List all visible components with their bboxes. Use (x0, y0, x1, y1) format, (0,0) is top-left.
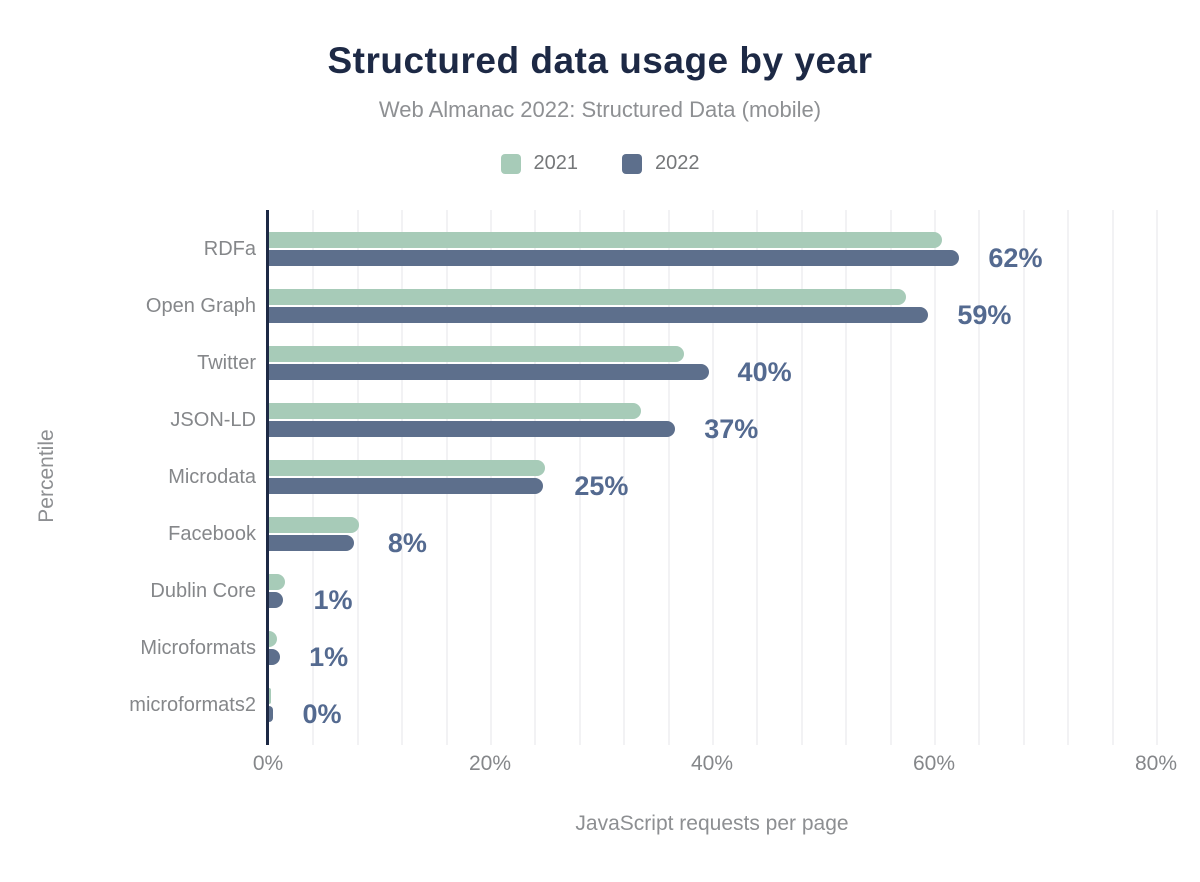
bar-2021-json-ld (269, 403, 641, 419)
bar-2021-microformats (269, 631, 277, 647)
legend-item-2021: 2021 (500, 152, 579, 175)
bar-2022-dublin-core (269, 592, 284, 608)
gridline (845, 210, 848, 745)
x-tick-20: 20% (468, 752, 512, 775)
x-tick-60: 60% (912, 752, 956, 775)
gridline (401, 210, 404, 745)
bar-2022-open-graph (269, 307, 929, 323)
category-label-twitter: Twitter (197, 352, 256, 374)
gridline (1022, 210, 1025, 745)
legend: 2021 2022 (0, 152, 1200, 175)
value-label-microdata: 25% (574, 471, 629, 501)
bar-2021-facebook (269, 517, 359, 533)
legend-item-2022: 2022 (622, 152, 700, 175)
bar-2022-json-ld (269, 421, 676, 437)
bar-2022-microformats2 (269, 706, 274, 722)
x-axis-title: JavaScript requests per page (575, 812, 849, 835)
value-label-json-ld: 37% (704, 414, 759, 444)
y-axis-line (266, 210, 269, 745)
category-label-dublin-core: Dublin Core (150, 580, 256, 602)
bar-2021-dublin-core (269, 574, 285, 590)
legend-swatch-2021 (500, 153, 521, 174)
x-tick-40: 40% (690, 752, 734, 775)
value-label-microformats2: 0% (302, 699, 342, 729)
value-label-twitter: 40% (737, 357, 792, 387)
category-label-microformats2: microformats2 (129, 694, 256, 716)
bar-2021-open-graph (269, 289, 907, 305)
gridline (578, 210, 581, 745)
gridline (445, 210, 448, 745)
bar-2022-microformats (269, 649, 281, 665)
plot-area: 62% 59% 40% 37% 25% 8% 1% 1% 0% (266, 210, 1200, 745)
gridline (534, 210, 537, 745)
value-label-microformats: 1% (309, 642, 349, 672)
value-label-rdfa: 62% (988, 243, 1043, 273)
category-label-json-ld: JSON-LD (170, 409, 256, 431)
gridline (356, 210, 359, 745)
bar-2022-twitter (269, 364, 709, 380)
gridline (1067, 210, 1070, 745)
bar-2022-rdfa (269, 250, 960, 266)
gridline (800, 210, 803, 745)
value-label-facebook: 8% (387, 528, 427, 558)
category-label-microdata: Microdata (168, 466, 256, 488)
legend-label-2022: 2022 (655, 152, 700, 174)
gridline (1111, 210, 1114, 745)
category-label-facebook: Facebook (168, 523, 256, 545)
chart-subtitle: Web Almanac 2022: Structured Data (mobil… (378, 97, 822, 122)
gridline (756, 210, 759, 745)
bar-2022-facebook (269, 535, 355, 551)
value-label-dublin-core: 1% (313, 585, 353, 615)
category-label-open-graph: Open Graph (145, 295, 256, 317)
gridline (490, 210, 492, 745)
gridline (889, 210, 892, 745)
category-label-microformats: Microformats (140, 637, 256, 659)
bar-2021-microformats2 (269, 688, 272, 704)
bar-2021-twitter (269, 346, 685, 362)
gridline (934, 210, 936, 745)
gridline (978, 210, 981, 745)
x-tick-80: 80% (1134, 752, 1178, 775)
gridline (623, 210, 626, 745)
gridline (712, 210, 714, 745)
bar-2021-rdfa (269, 232, 942, 248)
value-label-open-graph: 59% (957, 300, 1012, 330)
gridline (312, 210, 315, 745)
bar-2022-microdata (269, 478, 544, 494)
legend-label-2021: 2021 (533, 152, 579, 174)
gridline (667, 210, 670, 745)
x-tick-0: 0% (252, 752, 284, 775)
category-label-rdfa: RDFa (203, 238, 256, 260)
legend-swatch-2022 (622, 153, 642, 174)
chart-title: Structured data usage by year (327, 40, 873, 81)
gridline (1156, 210, 1158, 745)
bar-2021-microdata (269, 460, 546, 476)
